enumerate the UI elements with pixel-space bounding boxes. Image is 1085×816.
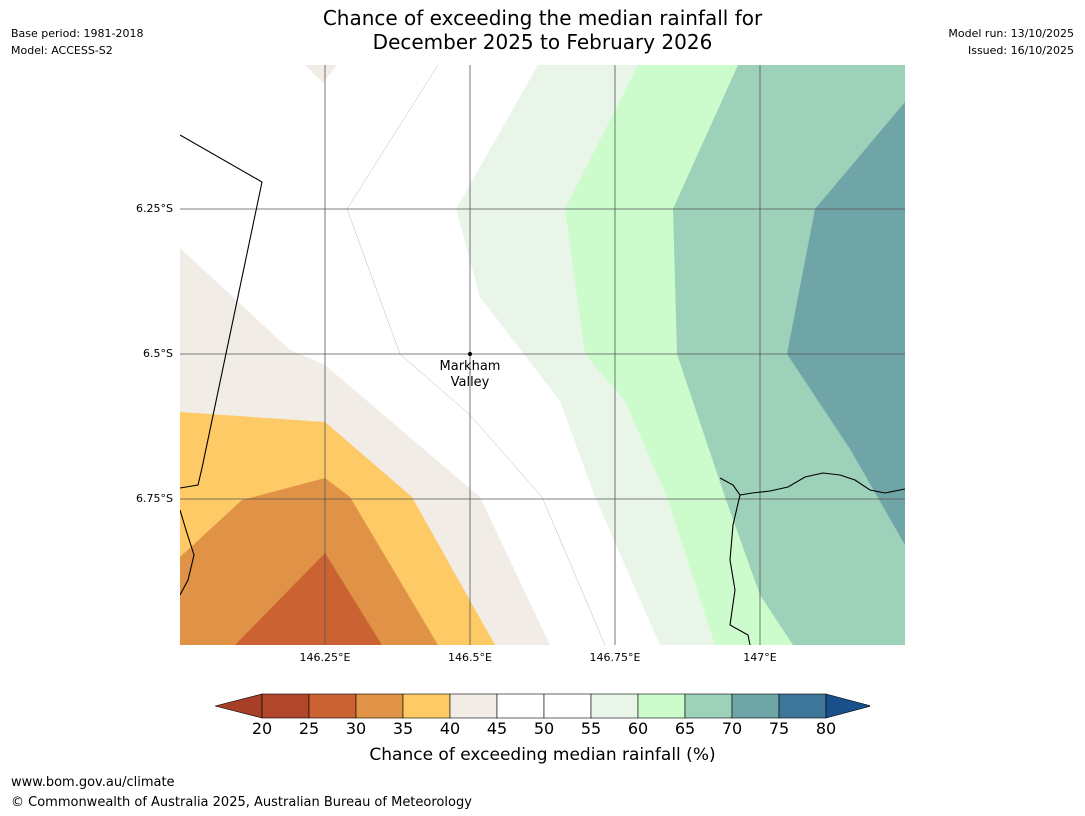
- colorbar-tick-25: 25: [298, 719, 320, 738]
- colorbar-segment-55-60: [590, 693, 639, 719]
- graticule: [180, 65, 905, 645]
- contour-lines: [346, 65, 606, 645]
- river-line: [729, 494, 751, 645]
- colorbar-extend-low: [214, 693, 263, 719]
- place-name-line-2: Valley: [450, 375, 490, 390]
- coastline-west: [180, 509, 195, 596]
- markham-valley-marker[interactable]: [468, 352, 472, 356]
- colorbar-graphic: [214, 693, 873, 719]
- lat-label-6-75: 6.75°S: [136, 492, 173, 505]
- lat-label-6-25: 6.25°S: [136, 202, 173, 215]
- colorbar-segment-25-30: [308, 693, 357, 719]
- colorbar-tick-50: 50: [533, 719, 555, 738]
- colorbar-tick-60: 60: [627, 719, 649, 738]
- colorbar-tick-65: 65: [674, 719, 696, 738]
- colorbar-segment-65-70: [684, 693, 733, 719]
- colorbar-tick-80: 80: [815, 719, 837, 738]
- band-70-75: [787, 102, 905, 545]
- title-line-2: December 2025 to February 2026: [372, 30, 713, 54]
- colorbar-segment-70-75: [731, 693, 780, 719]
- colorbar-extend-high: [825, 693, 873, 719]
- colorbar-tick-40: 40: [439, 719, 461, 738]
- metadata-left: Base period: 1981-2018 Model: ACCESS-S2: [11, 25, 143, 59]
- model-name: Model: ACCESS-S2: [11, 44, 113, 57]
- colorbar-tick-35: 35: [392, 719, 414, 738]
- colorbar-tick-45: 45: [486, 719, 508, 738]
- map-title: Chance of exceeding the median rainfall …: [0, 6, 1085, 54]
- border-line: [180, 134, 263, 489]
- issued-date: Issued: 16/10/2025: [967, 44, 1074, 57]
- lon-label-146-25: 146.25°E: [299, 651, 351, 664]
- copyright-text: © Commonwealth of Australia 2025, Austra…: [11, 795, 472, 810]
- colorbar-segment-20-25: [261, 693, 310, 719]
- colorbar-tick-70: 70: [721, 719, 743, 738]
- title-line-1: Chance of exceeding the median rainfall …: [322, 6, 763, 30]
- place-name-line-1: Markham: [439, 359, 501, 374]
- colorbar-tick-75: 75: [768, 719, 790, 738]
- band-40-45-top: [305, 65, 337, 83]
- map-area[interactable]: [180, 65, 905, 645]
- colorbar: [214, 692, 873, 720]
- colorbar-segment-40-45: [449, 693, 498, 719]
- colorbar-tick-30: 30: [345, 719, 367, 738]
- band-30-35: [180, 478, 438, 645]
- lon-label-147: 147°E: [743, 651, 777, 664]
- website-link[interactable]: www.bom.gov.au/climate: [11, 775, 175, 790]
- colorbar-segment-60-65: [637, 693, 686, 719]
- colorbar-segment-30-35: [355, 693, 404, 719]
- rainfall-map[interactable]: [180, 65, 905, 645]
- metadata-right: Model run: 13/10/2025 Issued: 16/10/2025: [948, 25, 1074, 59]
- lon-label-146-75: 146.75°E: [589, 651, 641, 664]
- colorbar-tick-20: 20: [251, 719, 273, 738]
- base-period: Base period: 1981-2018: [11, 27, 144, 40]
- colorbar-tick-55: 55: [580, 719, 602, 738]
- lon-label-146-5: 146.5°E: [448, 651, 492, 664]
- model-run: Model run: 13/10/2025: [948, 27, 1074, 40]
- lat-label-6-5: 6.5°S: [143, 347, 173, 360]
- colorbar-title: Chance of exceeding median rainfall (%): [369, 745, 716, 765]
- colorbar-segment-35-40: [402, 693, 451, 719]
- place-label-markham-valley: Markham Valley: [420, 359, 520, 391]
- colorbar-segment-50-55: [543, 693, 592, 719]
- colorbar-segment-45-50: [496, 693, 545, 719]
- band-25-30: [235, 553, 382, 645]
- colorbar-segment-75-80: [778, 693, 827, 719]
